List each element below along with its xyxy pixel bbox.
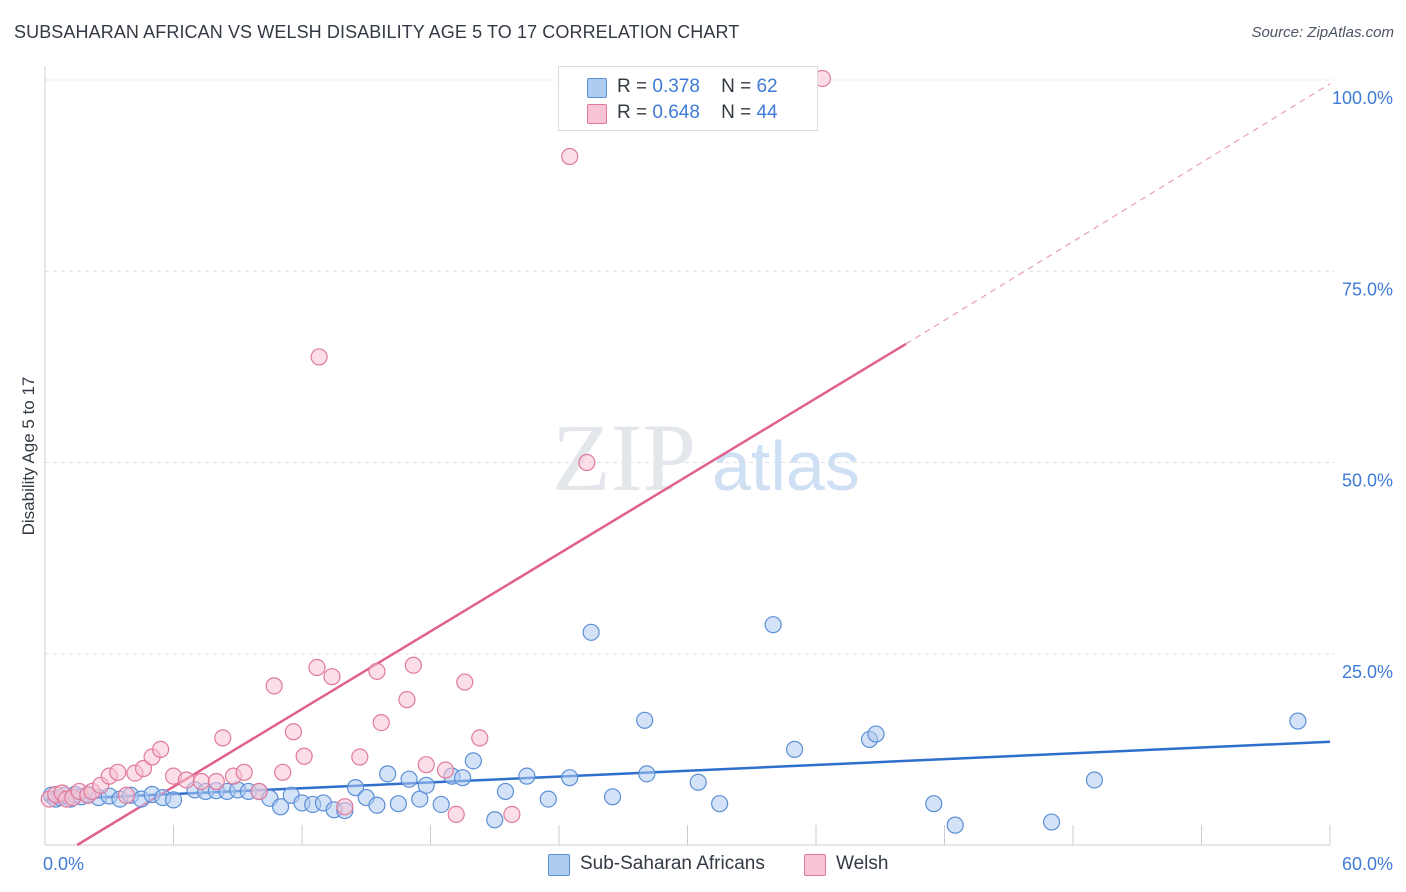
point-welsh [351,748,369,766]
point-welsh [447,805,465,824]
point-sub-saharan-africans [925,795,943,813]
point-welsh [274,763,292,781]
point-sub-saharan-africans [271,798,290,816]
trend-line-welsh-extension [905,83,1331,345]
point-welsh [207,772,225,791]
point-sub-saharan-africans [946,816,964,834]
point-welsh [295,747,313,765]
point-welsh [436,761,455,779]
point-welsh [578,453,596,472]
point-welsh [471,729,489,747]
y-axis-label: Disability Age 5 to 17 [19,377,38,536]
point-welsh [235,763,253,781]
point-sub-saharan-africans [1085,771,1104,789]
legend-label: Welsh [836,853,889,874]
point-sub-saharan-africans [518,767,536,785]
point-welsh [372,713,390,732]
point-sub-saharan-africans [638,765,656,783]
point-welsh [417,756,435,774]
legend-r-value: 0.378 [652,76,700,97]
legend-swatch-pink [587,104,607,124]
point-welsh [177,771,195,789]
watermark-zip: ZIP [552,404,696,511]
point-welsh [456,673,474,691]
point-sub-saharan-africans [764,616,782,634]
point-welsh [368,662,386,680]
point-sub-saharan-africans [454,769,472,787]
point-sub-saharan-africans [603,788,622,806]
legend-n-value: 44 [756,102,778,123]
x-tick-label: 0.0% [43,854,84,874]
point-welsh [561,147,579,166]
point-welsh [214,729,232,747]
point-sub-saharan-africans [464,752,482,770]
point-sub-saharan-africans [1289,712,1307,730]
source-credit: Source: ZipAtlas.com [1251,24,1394,41]
point-sub-saharan-africans [368,796,386,814]
point-sub-saharan-africans [496,782,515,801]
data-points [40,69,1307,834]
point-welsh [117,786,135,804]
legend-n-label: N = [721,76,752,97]
point-welsh [308,658,326,677]
point-sub-saharan-africans [785,740,804,758]
point-welsh [265,677,283,695]
point-sub-saharan-africans [561,769,579,787]
point-sub-saharan-africans [711,795,729,813]
point-sub-saharan-africans [486,811,504,829]
point-sub-saharan-africans [346,779,365,797]
point-sub-saharan-africans [1042,813,1061,831]
point-welsh [134,759,153,778]
point-sub-saharan-africans [867,725,885,743]
legend-swatch-blue [548,854,570,876]
y-tick-label: 50.0% [1342,471,1393,491]
legend-label: Sub-Saharan Africans [580,853,765,874]
grid-lines [45,79,1335,655]
point-sub-saharan-africans [400,770,418,788]
point-welsh [398,691,416,709]
legend-r-label: R = [617,102,648,123]
point-sub-saharan-africans [636,711,654,729]
legend-n-label: N = [721,102,752,123]
point-welsh [404,656,422,674]
point-sub-saharan-africans [432,795,450,814]
point-welsh [323,668,341,686]
point-welsh [503,805,521,824]
x-tick-label: 60.0% [1342,854,1393,874]
legend-r-label: R = [617,76,648,97]
axes [44,66,1331,846]
legend-r-value: 0.648 [652,102,700,123]
point-welsh [109,763,127,781]
point-welsh [152,740,170,758]
point-welsh [192,772,210,791]
point-sub-saharan-africans [582,623,600,641]
legend-swatch-pink [804,854,826,876]
watermark-atlas: atlas [712,427,860,505]
legend-n-value: 62 [756,76,778,97]
point-welsh [336,798,354,816]
point-sub-saharan-africans [411,790,429,808]
legend-swatch-blue [587,78,607,98]
correlation-legend: R = 0.378 N = 62 R = 0.648 N = 44 [558,66,818,131]
chart-title: SUBSAHARAN AFRICAN VS WELSH DISABILITY A… [14,22,740,42]
watermark: ZIP atlas [552,404,860,511]
tick-labels: 25.0% 50.0% 75.0% 100.0% 0.0% 60.0% [43,88,1393,874]
point-welsh [250,782,268,801]
point-sub-saharan-africans [417,776,435,794]
point-sub-saharan-africans [539,790,557,808]
point-sub-saharan-africans [379,765,397,783]
y-tick-label: 25.0% [1342,662,1393,682]
point-sub-saharan-africans [389,795,407,813]
y-tick-label: 75.0% [1342,279,1393,299]
point-welsh [310,348,328,366]
trend-line-welsh [76,342,907,847]
point-welsh [284,723,303,741]
y-tick-label: 100.0% [1332,88,1393,108]
point-sub-saharan-africans [689,773,707,791]
point-sub-saharan-africans [164,791,183,809]
